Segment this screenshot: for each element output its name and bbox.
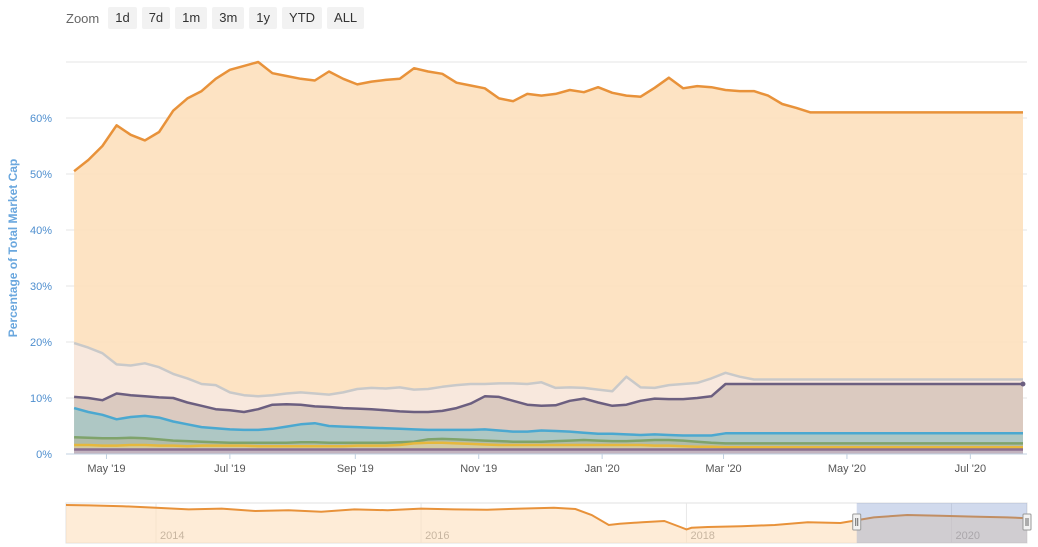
area-series — [74, 62, 1024, 454]
x-tick-label: Sep '19 — [337, 463, 374, 475]
zoom-3m-button[interactable]: 3m — [212, 7, 245, 29]
zoom-1d-button[interactable]: 1d — [108, 7, 137, 29]
navigator-line — [65, 504, 1028, 531]
navigator-left-handle[interactable] — [852, 513, 862, 531]
navigator[interactable]: 2014201620182020 — [65, 502, 1032, 544]
y-tick-label: 20% — [30, 337, 52, 349]
x-tick-label: Nov '19 — [460, 463, 497, 475]
x-tick-label: May '19 — [87, 463, 125, 475]
zoom-1y-button[interactable]: 1y — [249, 7, 278, 29]
zoom-1m-button[interactable]: 1m — [175, 7, 208, 29]
navigator-right-handle[interactable] — [1022, 513, 1032, 531]
y-axis: 0% 10% 20% 30% 40% 50% 60% — [30, 113, 52, 461]
x-tick-label: May '20 — [828, 463, 866, 475]
series-line-0 — [73, 60, 1023, 173]
y-axis-label: Percentage of Total Market Cap — [6, 159, 20, 338]
x-tick-label: Jul '19 — [214, 463, 245, 475]
navigator-area — [66, 505, 1027, 543]
series-line-4 — [74, 435, 1023, 445]
series-line-3 — [73, 406, 1023, 437]
series-area-0 — [74, 62, 1024, 454]
y-tick-label: 10% — [30, 393, 52, 405]
zoom-bar: Zoom 1d 7d 1m 3m 1y YTD ALL — [66, 7, 365, 29]
zoom-7d-button[interactable]: 7d — [141, 7, 171, 29]
series-lines — [73, 60, 1026, 451]
zoom-ytd-button[interactable]: YTD — [282, 7, 323, 29]
x-axis: May '19 Jul '19 Sep '19 Nov '19 Jan '20 Mar '… — [66, 453, 1027, 475]
y-tick-label: 0% — [36, 449, 52, 461]
x-tick-label: Mar '20 — [705, 463, 741, 475]
navigator-selection[interactable] — [856, 503, 1027, 543]
y-tick-label: 60% — [30, 113, 52, 125]
series-end-marker — [1020, 381, 1026, 387]
y-tick-label: 50% — [30, 169, 52, 181]
series-line-1 — [73, 341, 1023, 398]
y-tick-label: 30% — [30, 281, 52, 293]
zoom-label: Zoom — [66, 10, 100, 26]
series-line-2 — [74, 382, 1023, 414]
x-tick-label: Jul '20 — [955, 463, 986, 475]
series-line-5 — [74, 441, 1023, 449]
x-tick-label: Jan '20 — [585, 463, 620, 475]
y-tick-label: 40% — [30, 225, 52, 237]
zoom-all-button[interactable]: ALL — [327, 7, 365, 29]
